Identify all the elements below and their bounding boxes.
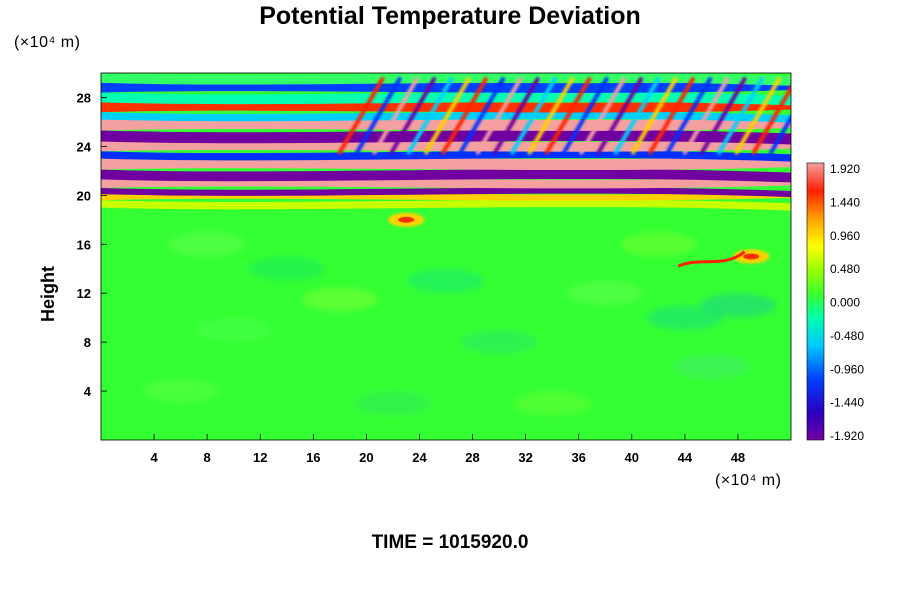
wave-streak <box>682 77 730 155</box>
plot-area <box>101 73 791 440</box>
x-tick-label: 4 <box>150 450 158 465</box>
wave-streak <box>510 77 557 155</box>
wave-streak <box>355 77 402 155</box>
y-tick-label: 8 <box>84 335 91 350</box>
wave-streak <box>372 77 419 155</box>
colorbar <box>806 162 825 441</box>
field-patch <box>567 281 644 306</box>
warm-anomaly-core <box>743 253 760 260</box>
field-patch <box>699 293 776 318</box>
band-stripe <box>101 150 791 162</box>
y-axis-unit: (×10⁴ m) <box>14 34 81 51</box>
x-tick-label: 28 <box>465 450 479 465</box>
y-tick-label: 20 <box>77 188 91 203</box>
colorbar-tick-label: 1.920 <box>830 162 860 176</box>
field-patch <box>408 268 484 293</box>
wave-streak <box>596 77 644 155</box>
x-tick-label: 48 <box>731 450 745 465</box>
time-label: TIME = 1015920.0 <box>371 532 529 553</box>
wave-streak <box>441 77 488 155</box>
colorbar-ticks: 1.920 1.440 0.960 0.480 0.000 -0.480 -0.960 -1.… <box>830 162 864 443</box>
wave-streak <box>751 84 791 155</box>
wave-streak <box>406 77 454 155</box>
colorbar-tick-label: -0.480 <box>830 329 864 343</box>
x-tick-label: 36 <box>571 450 585 465</box>
wave-streaks <box>337 77 791 155</box>
field-patch <box>301 287 378 312</box>
band-stripe <box>101 199 791 211</box>
wave-streak <box>734 77 782 155</box>
wave-streak <box>665 77 713 155</box>
wave-streak <box>527 77 575 155</box>
wave-streak <box>475 77 523 155</box>
y-tick-label: 16 <box>77 237 91 252</box>
field-patch <box>169 232 246 257</box>
wave-streak <box>579 77 626 155</box>
y-tick-label: 12 <box>77 286 91 301</box>
wave-streak <box>493 77 540 155</box>
wave-streak <box>337 77 385 155</box>
x-tick-label: 32 <box>518 450 532 465</box>
wave-streak <box>648 77 695 155</box>
band-stripe <box>101 73 791 86</box>
y-tick-label: 28 <box>77 90 91 105</box>
wave-streak <box>631 77 678 155</box>
field-patch <box>195 317 272 342</box>
band-stripe <box>101 187 791 198</box>
y-tick-label: 4 <box>84 384 92 399</box>
wave-streak <box>424 77 471 155</box>
warm-filament <box>677 250 746 268</box>
x-tick-label: 16 <box>306 450 320 465</box>
band-stripe <box>101 92 791 106</box>
field-texture <box>142 232 776 416</box>
field-patch <box>354 391 431 416</box>
wave-streak <box>458 77 506 155</box>
field-patch <box>673 354 750 379</box>
colorbar-tick-label: 0.000 <box>830 296 860 310</box>
field-patch <box>142 379 219 404</box>
field-patch <box>646 305 723 330</box>
colorbar-tick-label: -1.440 <box>830 396 864 410</box>
plot-frame <box>100 72 792 441</box>
x-tick-label: 20 <box>359 450 373 465</box>
field-patch <box>248 256 325 281</box>
x-tick-label: 40 <box>625 450 639 465</box>
wave-streak <box>769 114 791 155</box>
colorbar-tick-label: 0.960 <box>830 229 860 243</box>
colorbar-tick-label: -1.920 <box>830 429 864 443</box>
x-axis-ticks: 4 8 12 16 20 24 28 32 36 40 44 48 <box>150 434 745 465</box>
wave-streak <box>562 77 609 155</box>
wave-streak <box>700 77 747 155</box>
wave-streak <box>717 77 764 155</box>
colorbar-tick-label: 0.480 <box>830 262 860 276</box>
y-axis-ticks: 4 8 12 16 20 24 28 <box>77 90 107 399</box>
x-tick-label: 24 <box>412 450 427 465</box>
band-stripe <box>101 169 791 183</box>
x-tick-label: 12 <box>253 450 267 465</box>
colorbar-tick-label: 1.440 <box>830 195 860 209</box>
x-tick-label: 8 <box>204 450 211 465</box>
y-tick-label: 24 <box>77 139 92 154</box>
warm-anomaly-core <box>398 216 415 223</box>
x-tick-label: 44 <box>678 450 693 465</box>
x-axis-unit: (×10⁴ m) <box>715 472 782 489</box>
wave-streak <box>389 77 437 155</box>
band-stripe <box>101 130 791 145</box>
wave-streak <box>613 77 661 155</box>
chart-title: Potential Temperature Deviation <box>259 2 641 30</box>
field-patch <box>620 232 697 257</box>
field-patch <box>514 391 591 416</box>
field-patch <box>461 330 538 355</box>
colorbar-tick-label: -0.960 <box>830 362 864 376</box>
wave-streak <box>544 77 592 155</box>
